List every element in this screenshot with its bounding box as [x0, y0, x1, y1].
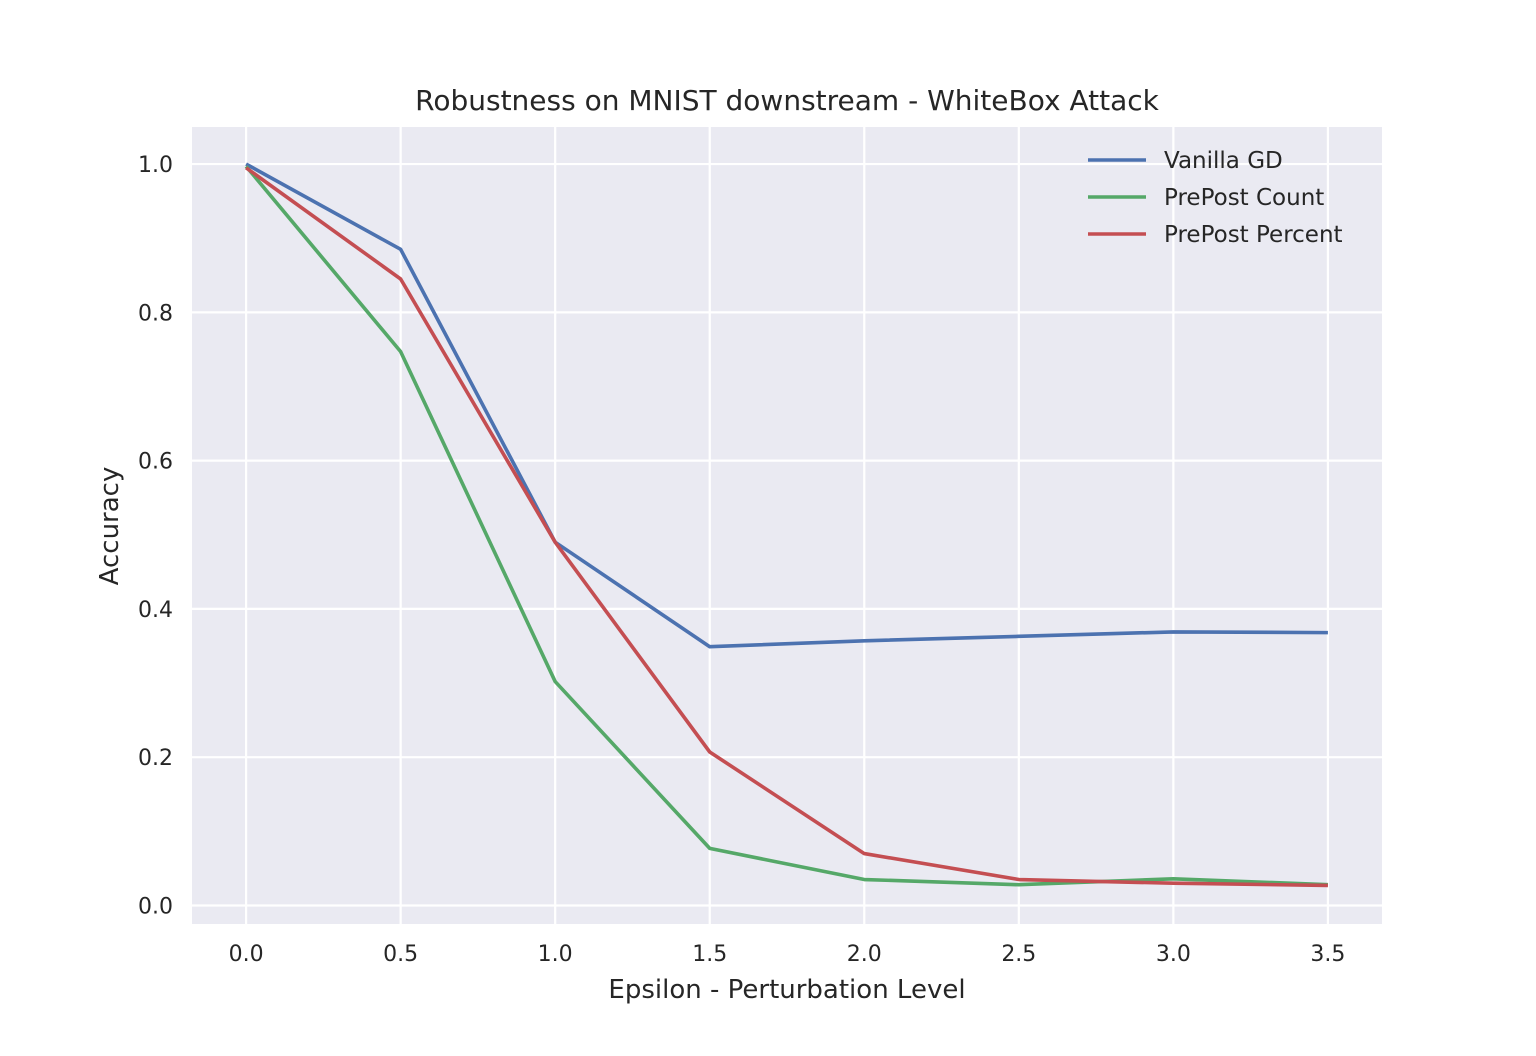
y-tick-label: 1.0 [138, 153, 173, 178]
series-line-vanilla-gd [245, 162, 1328, 649]
chart-title: Robustness on MNIST downstream - WhiteBo… [415, 84, 1159, 117]
x-tick-label: 2.5 [1001, 942, 1036, 967]
y-tick-label: 0.8 [138, 301, 173, 326]
series-lines [244, 162, 1328, 888]
y-tick-label: 0.4 [138, 598, 173, 623]
x-tick-label: 3.5 [1310, 942, 1345, 967]
legend-item-vanilla-gd: Vanilla GD [1088, 148, 1283, 174]
y-axis-label: Accuracy [95, 467, 125, 586]
series-line-prepost-percent [245, 166, 1328, 888]
x-tick-label: 2.0 [847, 942, 882, 967]
legend: Vanilla GD PrePost Count PrePost Percent [1088, 148, 1343, 248]
grid [192, 127, 1382, 924]
tick-labels: 0.0 0.5 1.0 1.5 2.0 2.5 3.0 3.5 0.0 0.2 0.4 0.6 0.8 1… [138, 153, 1345, 967]
legend-item-prepost-count: PrePost Count [1088, 185, 1324, 211]
series-line-prepost-count [244, 165, 1328, 887]
legend-label: PrePost Count [1164, 185, 1324, 211]
x-tick-label: 1.5 [692, 942, 727, 967]
x-axis-label: Epsilon - Perturbation Level [608, 975, 965, 1005]
legend-label: Vanilla GD [1164, 148, 1283, 174]
x-tick-label: 0.0 [229, 942, 264, 967]
x-tick-label: 1.0 [538, 942, 573, 967]
x-tick-label: 0.5 [383, 942, 418, 967]
y-tick-label: 0.2 [138, 746, 173, 771]
legend-label: PrePost Percent [1164, 222, 1343, 248]
legend-item-prepost-percent: PrePost Percent [1088, 222, 1343, 248]
plot-area [192, 127, 1382, 924]
y-tick-label: 0.6 [138, 450, 173, 475]
x-tick-label: 3.0 [1156, 942, 1191, 967]
y-tick-label: 0.0 [138, 894, 173, 919]
